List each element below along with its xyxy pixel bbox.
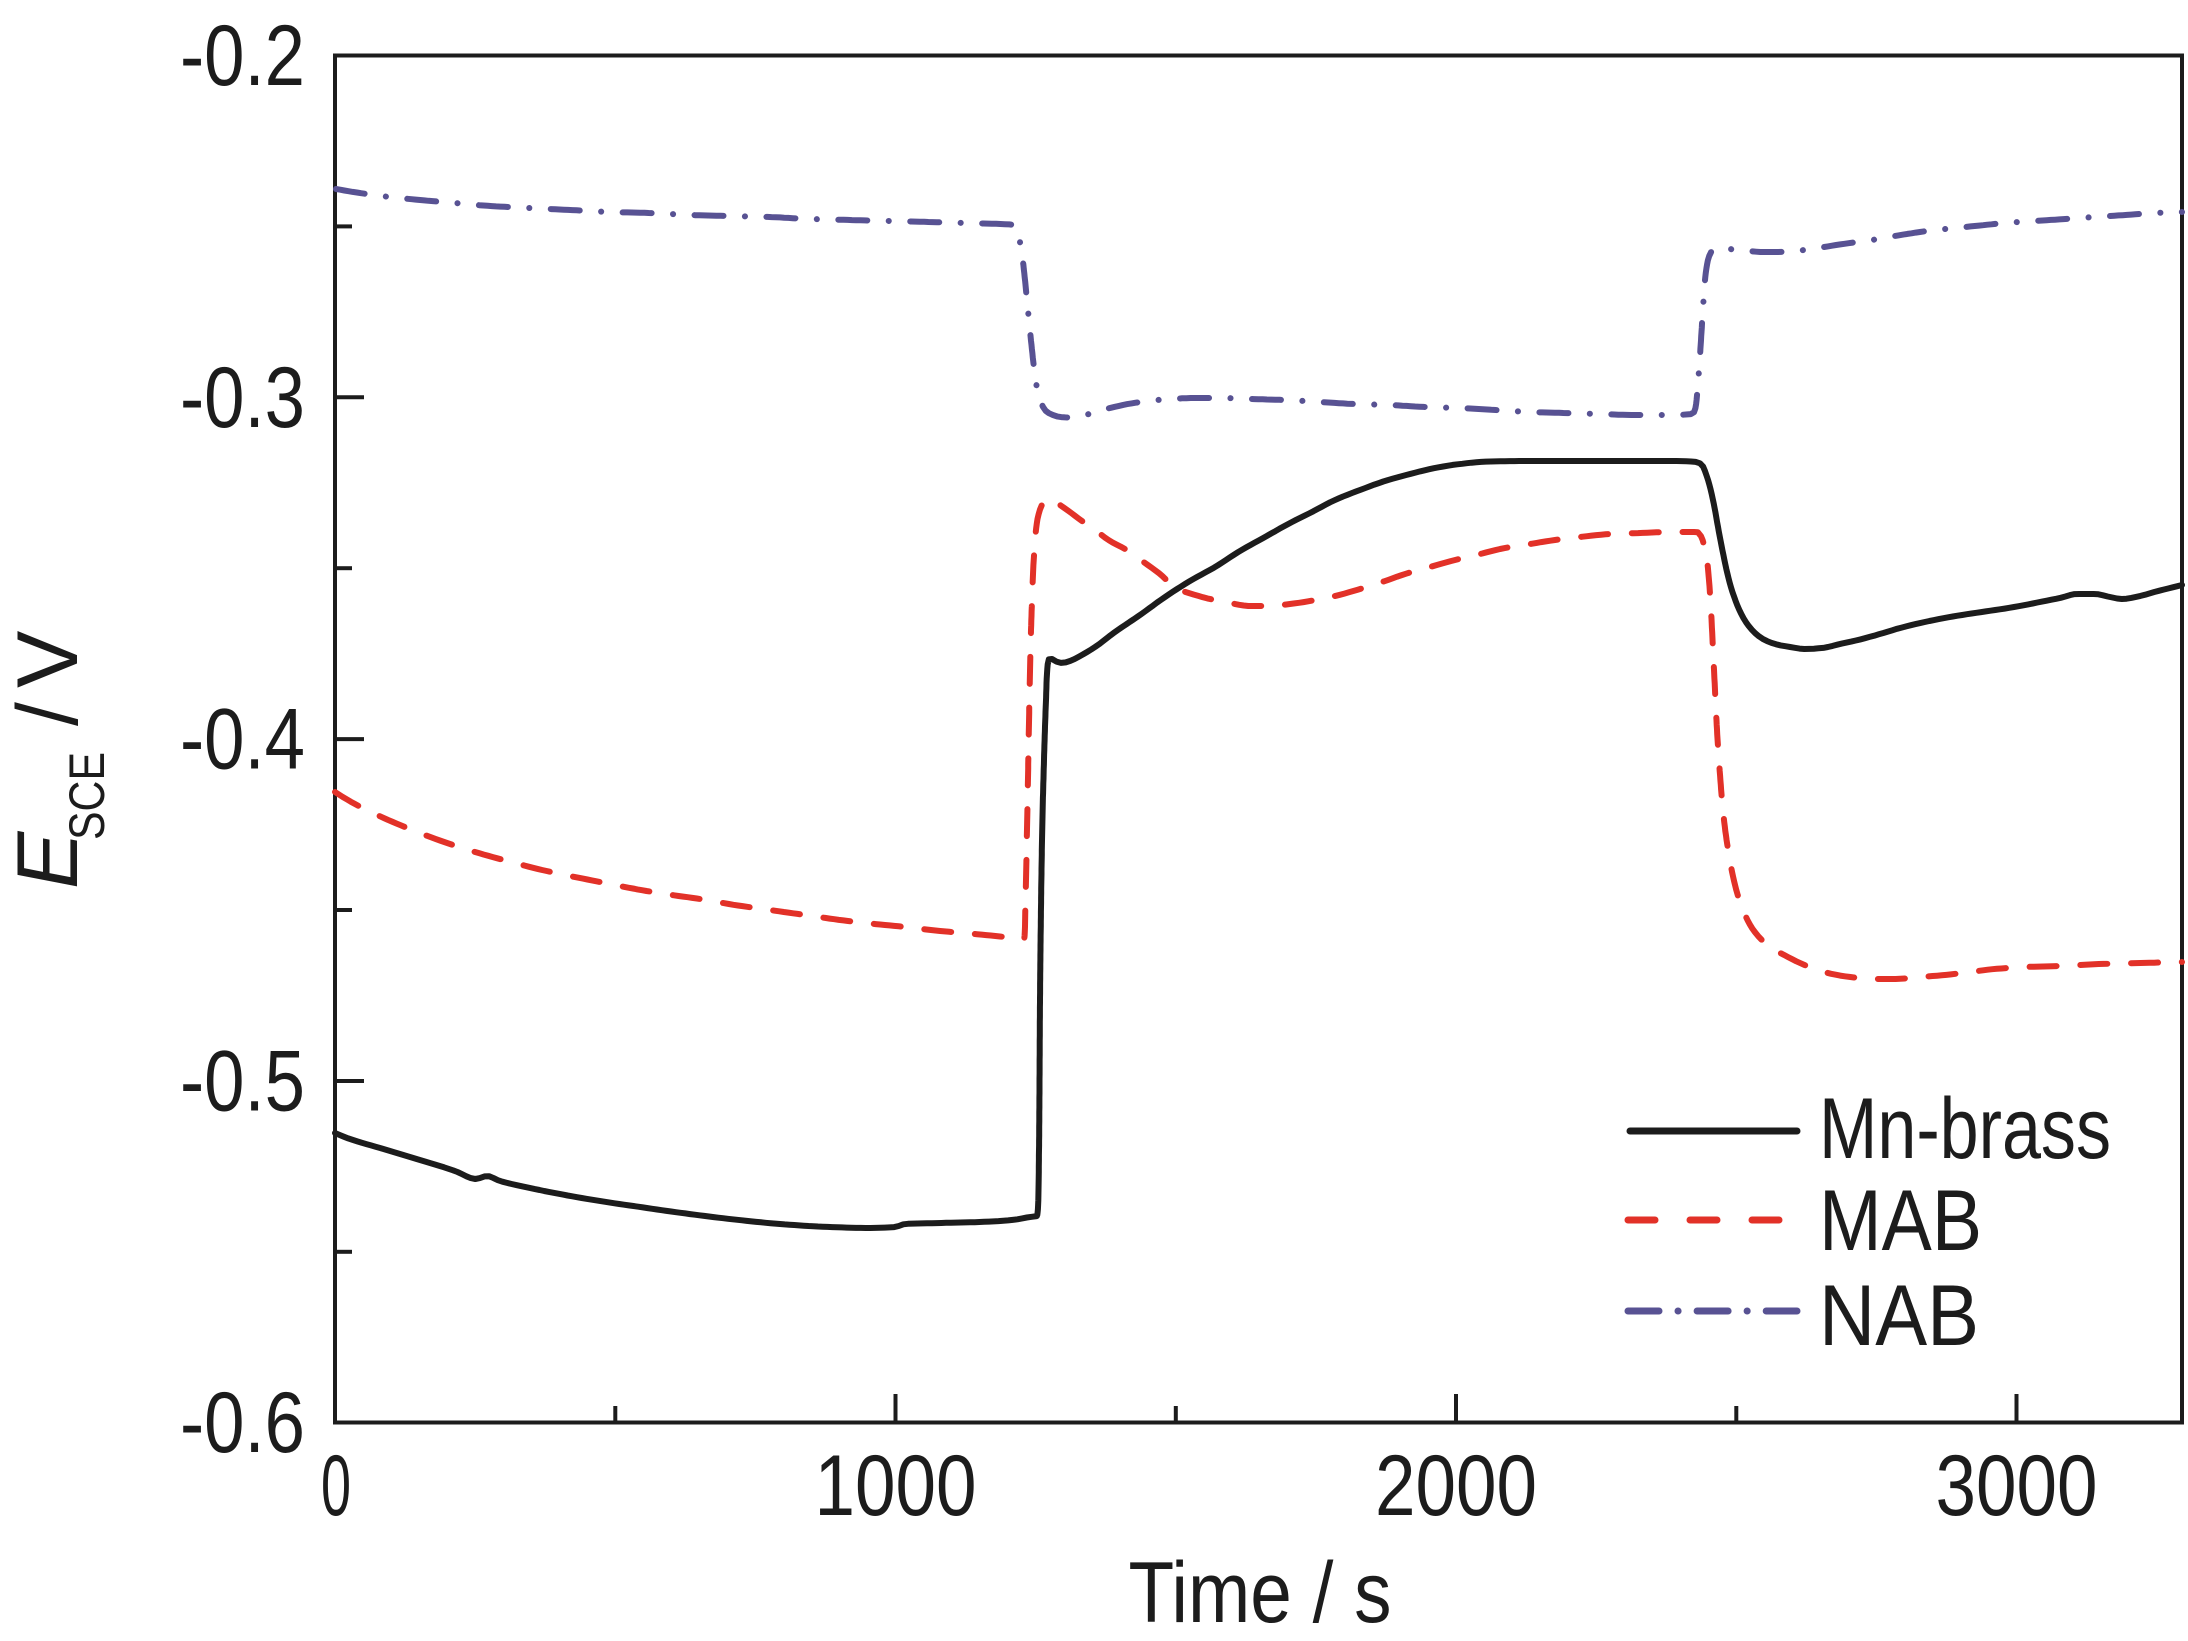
svg-text:SCE: SCE — [59, 752, 115, 840]
svg-text:MAB: MAB — [1819, 1173, 1982, 1269]
svg-text:NAB: NAB — [1819, 1268, 1979, 1364]
svg-text:E: E — [0, 830, 96, 889]
svg-text:Mn-brass: Mn-brass — [1819, 1081, 2111, 1177]
svg-text:V: V — [0, 631, 96, 688]
svg-text:-0.5: -0.5 — [180, 1034, 305, 1130]
svg-text:-0.3: -0.3 — [180, 350, 305, 446]
svg-text:/: / — [0, 702, 96, 726]
svg-text:3000: 3000 — [1936, 1438, 2098, 1534]
svg-text:-0.2: -0.2 — [180, 8, 305, 104]
svg-text:2000: 2000 — [1375, 1438, 1537, 1534]
svg-text:Time / s: Time / s — [1129, 1545, 1392, 1641]
svg-text:1000: 1000 — [815, 1438, 977, 1534]
svg-text:-0.6: -0.6 — [180, 1375, 305, 1471]
svg-text:0: 0 — [321, 1438, 351, 1534]
svg-text:-0.4: -0.4 — [180, 692, 305, 788]
